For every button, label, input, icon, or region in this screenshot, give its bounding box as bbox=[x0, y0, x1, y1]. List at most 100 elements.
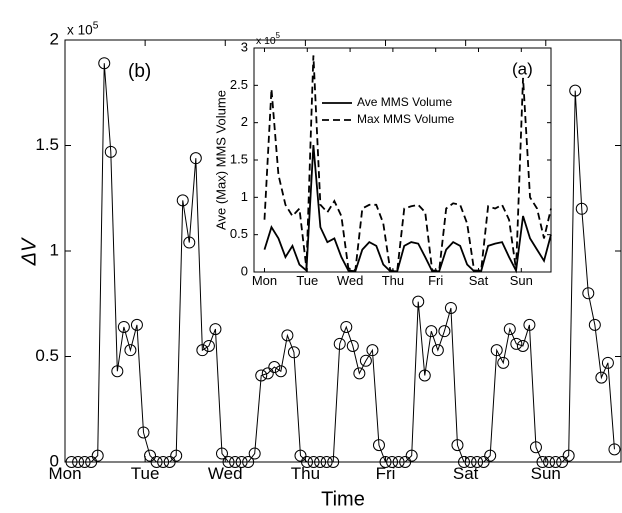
data-point bbox=[608, 443, 621, 456]
data-point bbox=[431, 344, 444, 357]
x-tick-label: Fri bbox=[428, 273, 443, 288]
data-point bbox=[176, 194, 189, 207]
y-tick-label: 0.5 bbox=[35, 346, 59, 365]
multiplier-exponent: 5 bbox=[276, 31, 281, 40]
data-point bbox=[130, 318, 143, 331]
multiplier-base: x 10 bbox=[67, 22, 93, 37]
data-point bbox=[359, 354, 372, 367]
data-point bbox=[333, 337, 346, 350]
y-tick-label: 0 bbox=[241, 263, 248, 278]
legend-label: Ave MMS Volume bbox=[357, 95, 452, 109]
data-point bbox=[484, 449, 497, 462]
data-point bbox=[340, 320, 353, 333]
data-point bbox=[438, 325, 451, 338]
y-tick-label: 2.5 bbox=[230, 77, 248, 92]
x-tick-label: Mon bbox=[252, 273, 277, 288]
x-tick-label: Thu bbox=[382, 273, 404, 288]
data-point bbox=[529, 441, 542, 454]
data-point bbox=[137, 426, 150, 439]
data-point bbox=[497, 356, 510, 369]
x-tick-label: Wed bbox=[337, 273, 364, 288]
x-axis-label: Time bbox=[321, 488, 365, 510]
data-point bbox=[562, 449, 575, 462]
data-point bbox=[209, 323, 222, 336]
axes-box bbox=[253, 47, 552, 273]
data-point bbox=[444, 301, 457, 314]
data-point bbox=[425, 325, 438, 338]
x-tick-label: Fri bbox=[376, 464, 396, 483]
y-axis-label: Ave (Max) MMS Volume bbox=[213, 90, 228, 230]
data-line bbox=[263, 144, 552, 274]
x-tick-label: Tue bbox=[131, 464, 160, 483]
y-axis-label: ΔV bbox=[18, 237, 40, 266]
y-tick-label: 0 bbox=[50, 451, 59, 470]
data-point bbox=[281, 329, 294, 342]
data-point bbox=[268, 361, 281, 374]
data-point bbox=[248, 447, 261, 460]
data-point bbox=[510, 337, 523, 350]
data-point bbox=[405, 449, 418, 462]
data-point bbox=[144, 449, 157, 462]
data-point bbox=[346, 339, 359, 352]
data-point bbox=[189, 152, 202, 165]
multiplier-exponent: 5 bbox=[93, 20, 99, 31]
data-point bbox=[353, 367, 366, 380]
data-point bbox=[196, 344, 209, 357]
axes-box bbox=[64, 39, 622, 463]
data-point bbox=[372, 439, 385, 452]
data-point bbox=[261, 367, 274, 380]
data-point bbox=[91, 449, 104, 462]
data-point bbox=[451, 439, 464, 452]
y-tick-label: 2 bbox=[50, 29, 59, 48]
data-point bbox=[98, 57, 111, 70]
y-tick-label: 1.5 bbox=[35, 135, 59, 154]
data-point bbox=[215, 447, 228, 460]
data-point bbox=[124, 344, 137, 357]
y-tick-label: 3 bbox=[241, 39, 248, 54]
x-tick-label: Wed bbox=[208, 464, 243, 483]
legend-label: Max MMS Volume bbox=[357, 112, 455, 126]
data-point bbox=[294, 449, 307, 462]
data-point bbox=[366, 344, 379, 357]
data-point bbox=[104, 145, 117, 158]
x-tick-label: Mon bbox=[48, 464, 81, 483]
data-point bbox=[490, 344, 503, 357]
y-multiplier: x 105 bbox=[256, 31, 281, 47]
plot-area bbox=[254, 48, 551, 272]
y-multiplier: x 105 bbox=[67, 20, 99, 37]
data-point bbox=[111, 365, 124, 378]
y-tick-label: 1.5 bbox=[230, 151, 248, 166]
data-point bbox=[503, 323, 516, 336]
data-point bbox=[117, 320, 130, 333]
data-point bbox=[523, 318, 536, 331]
multiplier-base: x 10 bbox=[256, 36, 276, 47]
data-point bbox=[569, 84, 582, 97]
y-tick-label: 2 bbox=[241, 114, 248, 129]
data-point bbox=[588, 318, 601, 331]
x-tick-label: Sun bbox=[531, 464, 561, 483]
data-point bbox=[183, 236, 196, 249]
y-tick-label: 1 bbox=[50, 240, 59, 259]
x-tick-label: Thu bbox=[291, 464, 320, 483]
data-point bbox=[601, 356, 614, 369]
data-point bbox=[412, 295, 425, 308]
data-point bbox=[595, 371, 608, 384]
data-point bbox=[516, 339, 529, 352]
data-point bbox=[418, 369, 431, 382]
y-tick-label: 0.5 bbox=[230, 226, 248, 241]
data-point bbox=[255, 369, 268, 382]
data-point bbox=[274, 365, 287, 378]
x-tick-label: Sat bbox=[453, 464, 479, 483]
data-point bbox=[287, 346, 300, 359]
annotation: (b) bbox=[128, 61, 151, 82]
y-tick-label: 1 bbox=[241, 189, 248, 204]
data-point bbox=[202, 339, 215, 352]
x-tick-label: Sat bbox=[469, 273, 489, 288]
annotation: (a) bbox=[512, 59, 533, 78]
x-tick-label: Sun bbox=[510, 273, 533, 288]
data-point bbox=[582, 287, 595, 300]
data-line bbox=[263, 55, 552, 272]
data-point bbox=[170, 449, 183, 462]
